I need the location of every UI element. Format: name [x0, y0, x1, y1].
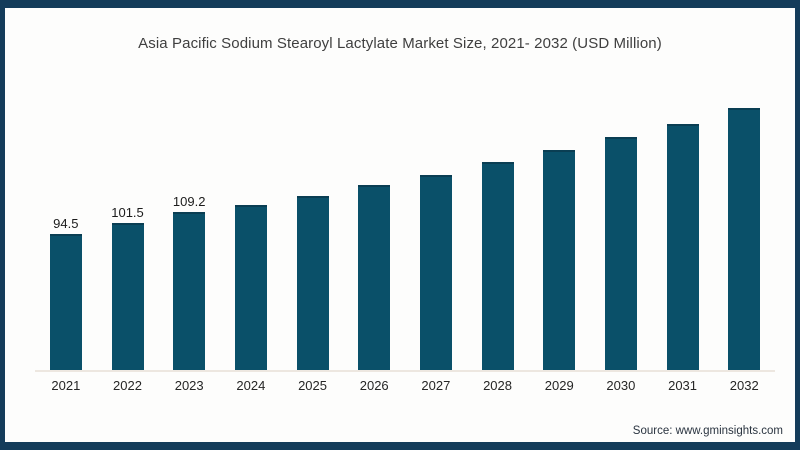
- bar-group-2032: [713, 70, 775, 370]
- x-tick-label-2031: 2031: [668, 378, 698, 393]
- bar-group-2026: [343, 70, 405, 370]
- bar-group-2024: [220, 70, 282, 370]
- bar-2022: [111, 223, 144, 370]
- bar-group-2030: [590, 70, 652, 370]
- bar-group-2021: 94.5: [35, 70, 97, 370]
- chart-title: Asia Pacific Sodium Stearoyl Lactylate M…: [138, 35, 662, 52]
- bar-group-2022: 101.5: [97, 70, 159, 370]
- x-axis-tick-row: 2021 2022 2023 2024 2025 2026 2027 2028 2029 2030…: [35, 378, 775, 393]
- x-tick-label-2029: 2029: [544, 378, 574, 393]
- x-tick-label-2023: 2023: [174, 378, 204, 393]
- bar-group-2027: [405, 70, 467, 370]
- x-tick-label-2027: 2027: [421, 378, 451, 393]
- bar-group-2023: 109.2: [158, 70, 220, 370]
- x-tick-label-2032: 2032: [729, 378, 759, 393]
- bar-2026: [358, 184, 391, 370]
- x-tick-label-2024: 2024: [236, 378, 266, 393]
- bar-value-label-2023: 109.2: [172, 194, 206, 210]
- x-tick-label-2025: 2025: [298, 378, 327, 393]
- bar-group-2029: [528, 70, 590, 370]
- bar-2029: [543, 149, 576, 370]
- x-tick-label-2022: 2022: [113, 378, 142, 393]
- bar-2027: [419, 174, 452, 370]
- bar-2025: [296, 195, 329, 370]
- plot-area: 94.5 101.5 109.2: [35, 70, 775, 372]
- bar-value-label-2021: 94.5: [53, 215, 79, 231]
- bar-2032: [728, 107, 761, 370]
- x-tick-label-2021: 2021: [51, 378, 81, 393]
- x-tick-label-2028: 2028: [483, 378, 512, 393]
- bar-group-2025: [282, 70, 344, 370]
- bar-2028: [481, 162, 514, 370]
- source-attribution: Source: www.gminsights.com: [632, 425, 783, 437]
- bar-2024: [234, 205, 267, 370]
- x-tick-label-2030: 2030: [606, 378, 636, 393]
- bar-2030: [604, 137, 637, 370]
- bar-2021: [49, 233, 82, 370]
- bar-2031: [666, 124, 699, 370]
- bar-value-label-2022: 101.5: [111, 205, 144, 221]
- x-tick-label-2026: 2026: [359, 378, 389, 393]
- bar-group-2028: [467, 70, 529, 370]
- bar-group-2031: [652, 70, 714, 370]
- bar-2023: [173, 212, 206, 370]
